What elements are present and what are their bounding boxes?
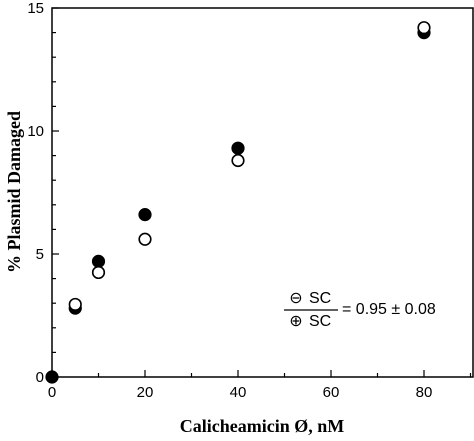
y-axis-ticks: 0 5 10 15: [27, 0, 59, 386]
annotation-numerator-symbol: ⊖: [289, 290, 302, 307]
annotation-denominator-symbol: ⊕: [289, 313, 302, 330]
data-points: [45, 21, 431, 384]
open-data-point: [138, 232, 152, 246]
y-tick-label: 15: [27, 0, 44, 17]
annotation-numerator: SC: [309, 290, 331, 307]
filled-data-point: [138, 208, 152, 222]
plot-frame: [51, 7, 474, 378]
open-data-point: [231, 153, 245, 168]
open-data-point: [68, 297, 82, 312]
x-axis-title: Calicheamicin Ø, nM: [180, 416, 345, 436]
y-tick-label: 10: [27, 123, 44, 140]
y-tick-label: 0: [36, 369, 44, 386]
y-axis-title: % Plasmid Damaged: [4, 111, 24, 273]
annotation-value: = 0.95 ± 0.08: [342, 301, 436, 318]
x-tick-label: 20: [137, 384, 154, 401]
x-tick-label: 60: [323, 384, 340, 401]
ratio-annotation: ⊖ SC ⊕ SC = 0.95 ± 0.08: [284, 290, 436, 330]
filled-data-point: [231, 141, 245, 155]
x-tick-label: 80: [416, 384, 433, 401]
y-tick-label: 5: [36, 246, 44, 263]
open-data-point: [417, 21, 431, 35]
open-data-point: [91, 265, 106, 280]
x-tick-label: 0: [48, 384, 56, 401]
x-tick-label: 40: [230, 384, 247, 401]
x-axis-ticks: 0 20 40 60 80: [48, 370, 472, 401]
annotation-denominator: SC: [309, 313, 331, 330]
filled-data-point: [45, 370, 59, 384]
filled-data-point: [91, 254, 106, 268]
